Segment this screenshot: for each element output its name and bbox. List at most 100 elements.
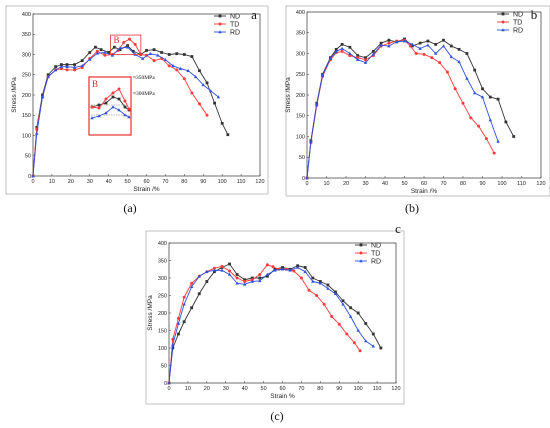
data-point-RD [315, 102, 319, 106]
y-tick-label: 150 [158, 328, 167, 334]
x-tick-label: 50 [401, 181, 407, 187]
x-axis-label: Strain /% [411, 188, 438, 195]
data-point-RD [488, 118, 492, 122]
data-point-RD [348, 314, 353, 318]
data-point-ND [364, 322, 368, 325]
data-point-RD [35, 131, 39, 135]
y-tick-label: 400 [296, 10, 305, 16]
data-point-RD [410, 42, 414, 46]
panel-letter: a [251, 7, 257, 22]
chart-panel-c: 0 50 100 150 200 250 300 350 400 0 10 20 30 40 50 60 70 8… [145, 221, 405, 423]
data-point-TD [271, 265, 275, 269]
legend-marker-ND [359, 243, 363, 247]
y-tick-label: 0 [28, 174, 31, 180]
data-point-RD [480, 95, 485, 99]
y-tick-label: 100 [158, 346, 167, 352]
data-point-ND [205, 280, 209, 283]
data-point-ND [131, 49, 135, 53]
data-point-TD [430, 56, 434, 60]
data-point-RD [148, 51, 152, 55]
data-point-RD [242, 282, 247, 286]
data-point-TD [220, 264, 224, 268]
data-point-TD [292, 269, 296, 273]
data-point-RD [311, 279, 315, 283]
data-point-TD [176, 316, 180, 320]
zoom-inset: B [88, 76, 132, 136]
data-point-ND [118, 48, 122, 52]
x-tick-label: 80 [460, 181, 466, 187]
data-point-RD [395, 40, 399, 44]
data-point-TD [461, 101, 465, 105]
x-tick-label: 50 [125, 179, 131, 185]
x-tick-label: 30 [87, 179, 93, 185]
data-point-RD [110, 53, 115, 57]
data-point-ND [190, 306, 194, 310]
x-tick-label: 110 [373, 386, 382, 392]
data-point-ND [197, 292, 201, 296]
legend-label-TD: TD [513, 20, 522, 27]
zoom-box-small-label: B [114, 35, 120, 45]
legend-marker-TD [218, 22, 222, 26]
y-tick-label: 50 [161, 363, 167, 369]
data-point-ND [349, 306, 352, 310]
y-tick-label: 300 [158, 276, 167, 282]
data-point-ND [334, 47, 338, 51]
y-tick-label: 300 [22, 52, 31, 58]
legend-marker-ND [501, 12, 505, 16]
x-tick-label: 80 [317, 386, 323, 392]
inset-point-RD [123, 113, 127, 117]
data-point-TD [73, 68, 77, 72]
data-point-RD [163, 57, 168, 62]
data-point-RD [465, 76, 469, 80]
data-point-RD [80, 64, 84, 68]
data-point-RD [295, 265, 300, 269]
y-tick-label: 350 [158, 258, 167, 264]
data-point-RD [426, 43, 430, 47]
data-point-RD [379, 43, 383, 47]
legend-marker-TD [359, 251, 363, 255]
data-point-RD [363, 60, 368, 64]
annotation-upper: ≈350MPa [133, 75, 155, 81]
y-tick-label: 250 [296, 72, 305, 78]
data-point-ND [258, 276, 262, 280]
data-point-RD [418, 46, 422, 50]
data-point-ND [326, 283, 330, 287]
x-tick-label: 80 [181, 179, 187, 185]
data-point-TD [337, 322, 341, 326]
y-tick-label: 250 [158, 293, 167, 299]
data-point-RD [250, 279, 254, 283]
x-tick-label: 40 [106, 179, 112, 185]
data-point-ND [364, 56, 367, 60]
data-point-ND [213, 101, 216, 105]
panel-caption: (a) [123, 201, 136, 215]
data-point-ND [379, 41, 383, 45]
panel-frame [145, 230, 405, 405]
x-tick-label: 120 [536, 181, 545, 187]
data-point-TD [182, 77, 186, 81]
legend-marker-RD [501, 28, 505, 32]
data-point-TD [212, 266, 216, 270]
y-tick-label: 0 [164, 381, 167, 387]
plot-area [168, 242, 397, 384]
x-tick-label: 90 [479, 181, 485, 187]
data-point-TD [387, 41, 391, 45]
data-point-ND [426, 39, 430, 43]
y-tick-label: 200 [296, 93, 305, 99]
data-point-TD [103, 53, 107, 57]
x-tick-label: 40 [242, 386, 248, 392]
chart-panel-b: 0 50 100 150 200 250 300 350 400 0 10 20 30 40 50 60 70 8… [285, 5, 550, 215]
y-tick-label: 400 [158, 241, 167, 247]
legend-label-TD: TD [371, 251, 380, 258]
data-point-RD [65, 64, 69, 68]
data-point-RD [186, 68, 190, 72]
y-tick-label: 150 [296, 114, 305, 120]
data-point-RD [209, 89, 213, 93]
data-point-TD [469, 116, 473, 120]
inset-point-RD [127, 115, 131, 119]
inset-point-ND [104, 101, 108, 105]
data-point-RD [328, 56, 333, 60]
data-point-ND [59, 63, 63, 67]
data-point-ND [243, 278, 247, 282]
x-tick-label: 100 [354, 386, 363, 392]
x-tick-label: 120 [255, 179, 264, 185]
